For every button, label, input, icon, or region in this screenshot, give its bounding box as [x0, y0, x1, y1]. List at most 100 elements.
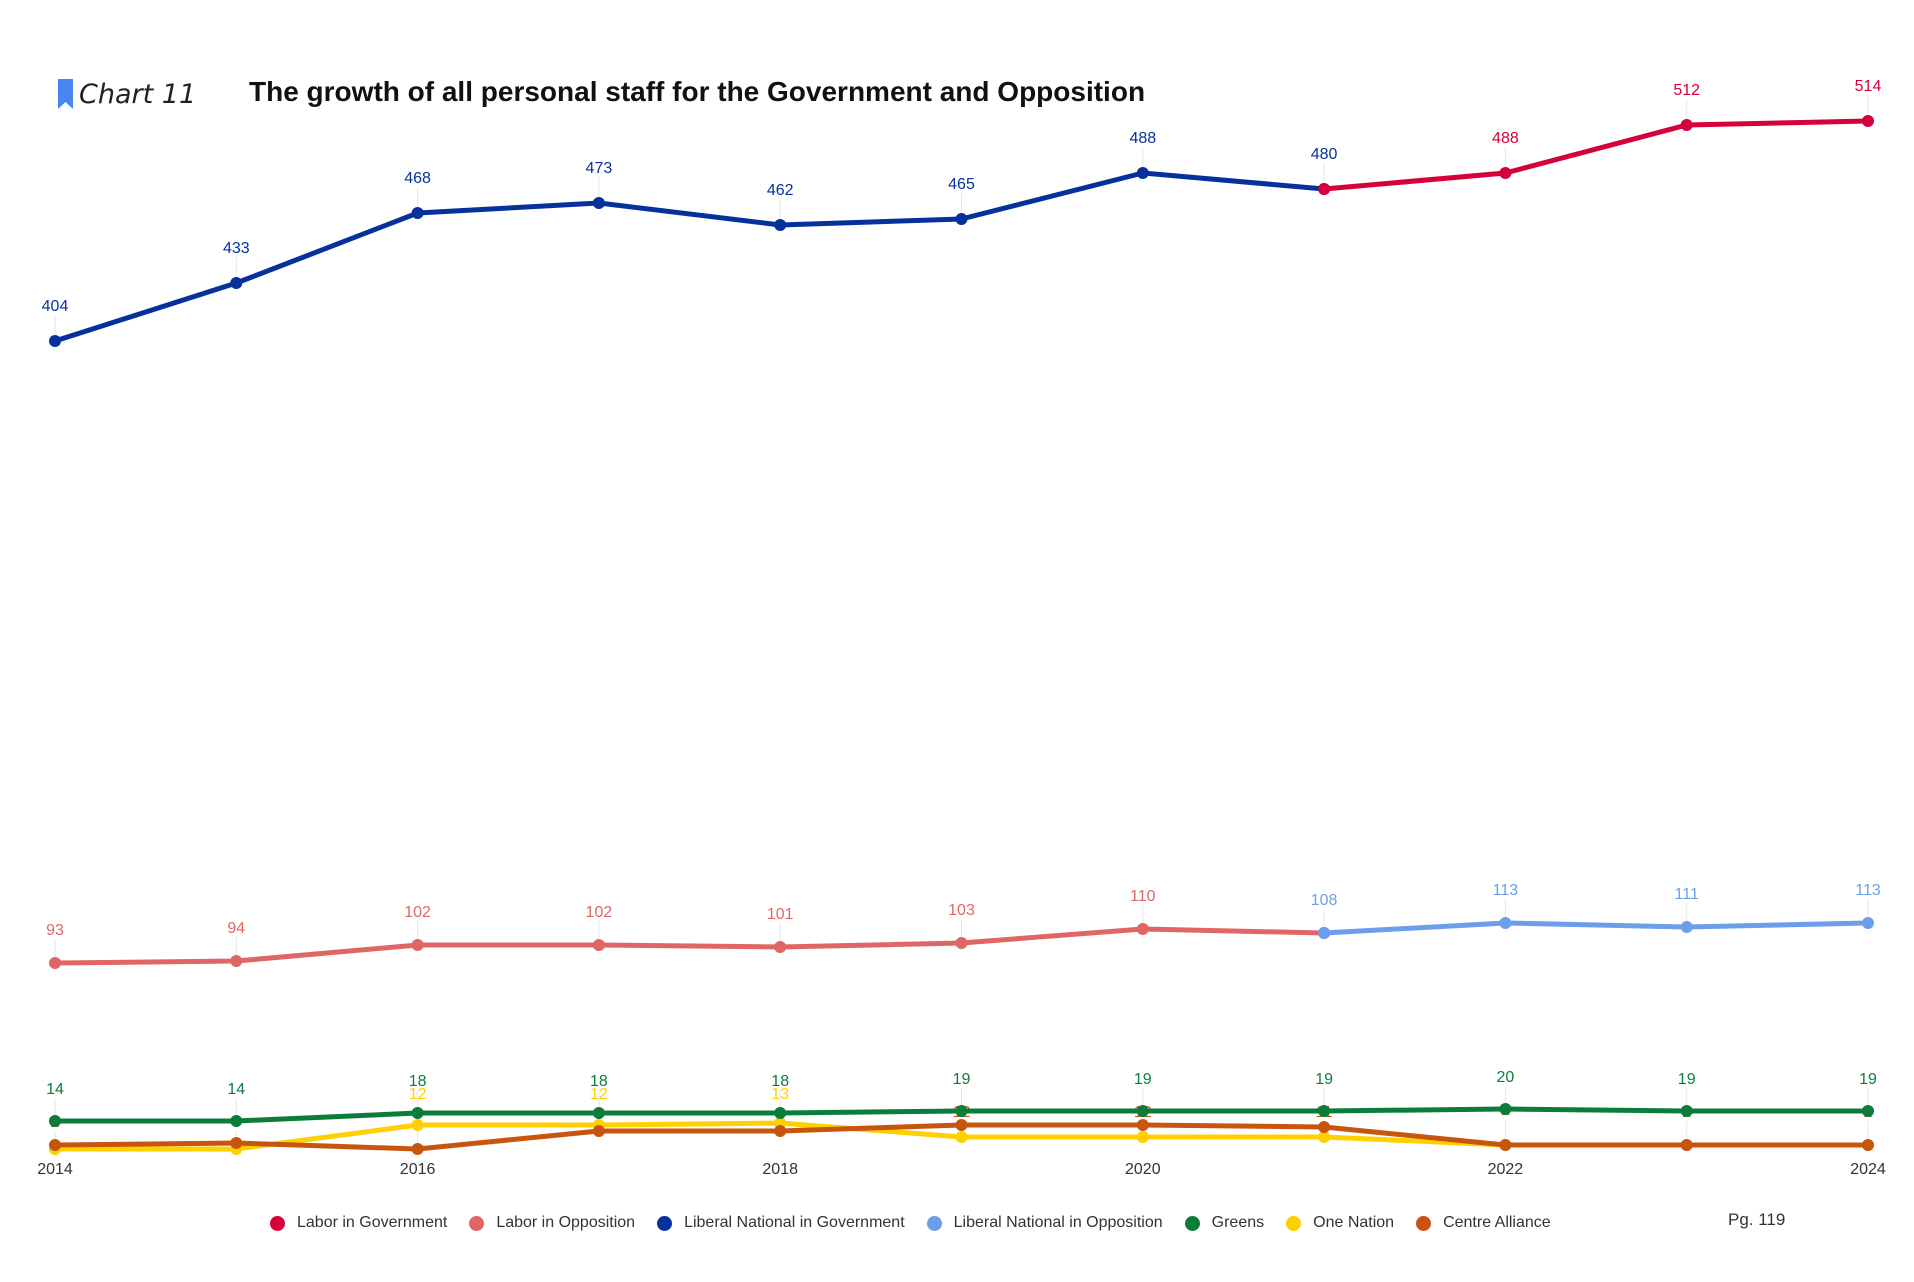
legend-swatch [270, 1215, 285, 1231]
legend-label: Labor in Government [297, 1214, 448, 1231]
series-line [52, 170, 1327, 344]
data-point [1318, 1131, 1331, 1143]
data-label-greens: 19 [1134, 1071, 1152, 1088]
data-point [1318, 183, 1331, 195]
data-point [49, 335, 61, 347]
legend-label: Greens [1211, 1214, 1265, 1231]
data-label-labor-in-government: 488 [1492, 130, 1519, 147]
data-point [1862, 917, 1874, 929]
data-label-greens: 14 [227, 1081, 245, 1098]
data-label-labor-in-opposition: 93 [46, 922, 64, 939]
data-point [49, 1115, 61, 1127]
chart-title: The growth of all personal staff for the… [249, 76, 1146, 107]
series-liberal-national-in-opposition [1318, 917, 1874, 939]
data-point [411, 1143, 424, 1155]
series-line [1321, 920, 1871, 936]
line-chart: 488 512 514 93 94 102 102 101 103 110 404 433 468 473… [37, 78, 1886, 1178]
legend-swatch [926, 1215, 942, 1231]
chart-header: Chart 11 [58, 74, 196, 114]
data-label-labor-in-opposition: 102 [586, 904, 613, 921]
page-number: Pg. 119 [1728, 1210, 1786, 1229]
data-point [49, 957, 61, 969]
data-label-greens: 18 [409, 1073, 427, 1090]
x-tick-label: 2024 [1850, 1161, 1886, 1178]
data-label-liberal-national-in-opposition: 108 [1311, 892, 1338, 909]
x-tick-label: 2020 [1125, 1161, 1161, 1178]
data-point [1499, 167, 1512, 179]
data-point [1680, 1139, 1693, 1151]
data-label-liberal-national-in-government: 462 [767, 182, 794, 199]
data-point [1680, 1105, 1693, 1117]
chart-number: Chart 11 [79, 78, 197, 110]
data-label-greens: 18 [590, 1073, 608, 1090]
data-point [1862, 1139, 1874, 1151]
data-label-greens: 18 [771, 1073, 789, 1090]
series-lines [49, 115, 1874, 1155]
data-point [592, 1107, 605, 1119]
bookmark-icon [58, 79, 73, 109]
data-point [592, 1125, 605, 1137]
data-label-labor-in-opposition: 110 [1130, 888, 1156, 905]
legend-swatch [1286, 1215, 1302, 1231]
data-point [1499, 1139, 1512, 1151]
x-tick-label: 2014 [37, 1161, 73, 1178]
data-point [774, 219, 787, 231]
data-point [230, 277, 243, 289]
data-label-one-nation: 12 [590, 1086, 608, 1103]
data-point [955, 1131, 968, 1143]
data-label-liberal-national-in-government: 465 [948, 176, 975, 193]
data-point [1862, 1105, 1874, 1117]
legend-label: Centre Alliance [1443, 1214, 1551, 1231]
legend-item[interactable]: Liberal National in Government [657, 1214, 905, 1232]
data-label-labor-in-opposition: 94 [227, 920, 245, 937]
data-point [1318, 1105, 1331, 1117]
data-label-liberal-national-in-government: 468 [404, 170, 431, 187]
legend-label: One Nation [1313, 1214, 1395, 1231]
legend-item[interactable]: Labor in Opposition [469, 1214, 635, 1232]
data-label-liberal-national-in-government: 480 [1311, 146, 1338, 163]
data-point [230, 955, 243, 967]
series-line [52, 926, 1327, 966]
data-point [1136, 1105, 1149, 1117]
data-point [1136, 1119, 1149, 1131]
legend-swatch [1184, 1215, 1200, 1231]
data-label-greens: 14 [46, 1081, 64, 1098]
legend-swatch [469, 1215, 485, 1231]
data-label-one-nation: 12 [409, 1086, 427, 1103]
data-label-labor-in-government: 512 [1673, 82, 1700, 99]
legend-item[interactable]: Liberal National in Opposition [926, 1214, 1163, 1232]
series-labor-in-government [1318, 115, 1874, 195]
data-point [1318, 1121, 1331, 1133]
data-label-liberal-national-in-opposition: 113 [1493, 882, 1519, 899]
data-label-greens: 19 [1678, 1071, 1696, 1088]
data-label-liberal-national-in-government: 473 [586, 160, 613, 177]
legend-item[interactable]: Greens [1184, 1214, 1265, 1232]
data-point [955, 213, 968, 225]
data-point [1136, 167, 1149, 179]
data-point [230, 1137, 243, 1149]
legend-item[interactable]: Centre Alliance [1416, 1214, 1551, 1232]
legend-swatch [657, 1215, 673, 1231]
legend-item[interactable]: One Nation [1286, 1214, 1394, 1232]
data-label-greens: 20 [1497, 1069, 1515, 1086]
data-label-labor-in-government: 514 [1855, 78, 1882, 95]
data-label-greens: 19 [1315, 1071, 1333, 1088]
data-label-labor-in-opposition: 101 [767, 906, 794, 923]
series-centre-alliance [49, 1119, 1874, 1155]
data-point [1499, 917, 1512, 929]
data-point [1136, 1131, 1149, 1143]
data-point [411, 939, 424, 951]
legend-item[interactable]: Labor in Government [270, 1214, 447, 1232]
legend-label: Labor in Opposition [496, 1214, 636, 1231]
x-tick-label: 2022 [1488, 1161, 1524, 1178]
data-label-one-nation: 13 [771, 1086, 789, 1103]
data-label-liberal-national-in-government: 488 [1129, 130, 1156, 147]
series-line [1321, 118, 1871, 192]
data-point [1499, 1103, 1512, 1115]
legend-label: Liberal National in Opposition [953, 1214, 1163, 1231]
data-label-liberal-national-in-government: 433 [223, 240, 250, 257]
data-label-greens: 19 [953, 1071, 971, 1088]
x-tick-label: 2016 [400, 1161, 436, 1178]
data-point [955, 1105, 968, 1117]
chart-legend: Labor in Government Labor in Opposition Li… [270, 1214, 1573, 1232]
